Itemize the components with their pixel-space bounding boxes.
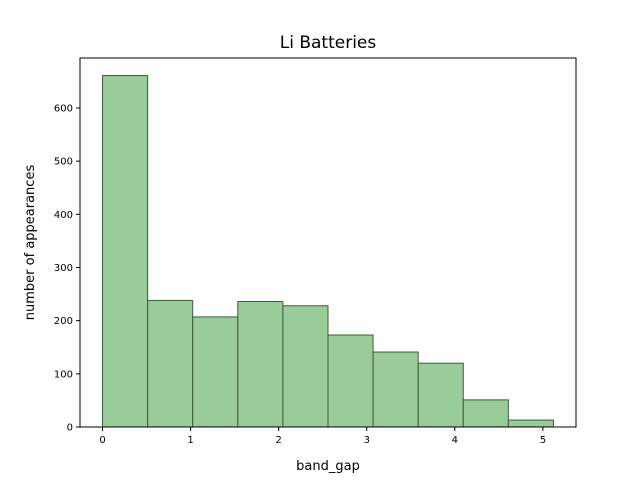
x-tick-label: 4 <box>452 435 458 446</box>
histogram-bar <box>237 301 284 428</box>
y-tick-label: 400 <box>54 210 73 221</box>
histogram-bar <box>192 316 239 428</box>
x-tick-label: 5 <box>540 435 546 446</box>
chart-title: Li Batteries <box>280 33 377 53</box>
x-axis-ticks: 0 1 2 3 4 5 <box>99 427 546 446</box>
y-tick-label: 100 <box>54 369 73 380</box>
histogram-bar <box>102 75 149 428</box>
histogram-bar <box>147 299 194 428</box>
x-tick-label: 0 <box>99 435 105 446</box>
bars-layer <box>102 75 554 428</box>
histogram-bar <box>327 334 374 428</box>
histogram-bar <box>507 419 554 428</box>
histogram-bar <box>282 305 329 428</box>
y-tick-label: 500 <box>54 157 73 168</box>
plot-area-frame <box>79 57 577 428</box>
y-tick-label: 300 <box>54 263 73 274</box>
x-tick-label: 3 <box>364 435 370 446</box>
y-tick-label: 0 <box>67 423 73 434</box>
histogram-bar <box>462 399 509 428</box>
y-axis-label: number of appearances <box>23 165 38 321</box>
histogram-bar <box>417 362 464 428</box>
y-axis-ticks: 0 100 200 300 400 500 600 <box>54 103 80 434</box>
histogram-bar <box>372 351 419 428</box>
y-tick-label: 600 <box>54 103 73 114</box>
x-tick-label: 1 <box>187 435 193 446</box>
x-tick-label: 2 <box>275 435 281 446</box>
y-tick-label: 200 <box>54 316 73 327</box>
x-axis-label: band_gap <box>296 459 360 474</box>
